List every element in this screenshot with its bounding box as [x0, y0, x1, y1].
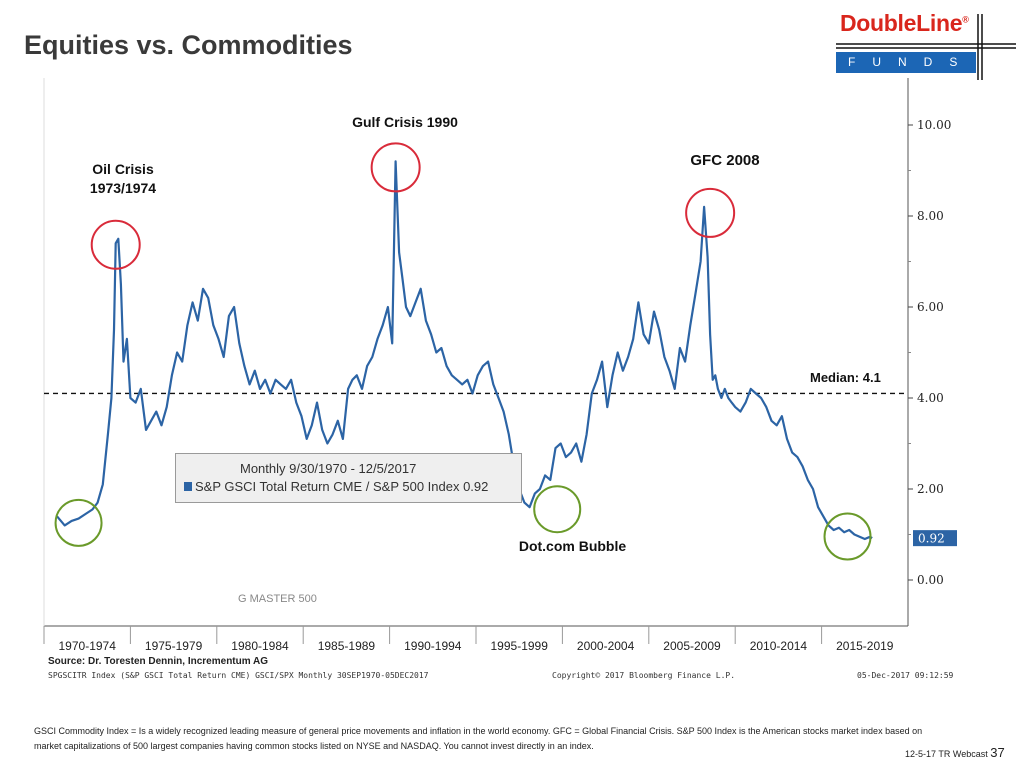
last-value-label: 0.92	[918, 532, 945, 546]
peak-highlight-circle	[370, 142, 421, 193]
gmaster-label: G MASTER 500	[238, 593, 317, 605]
x-tick-label: 2010-2014	[750, 639, 808, 653]
y-tick-label: 6.00	[917, 300, 944, 314]
x-tick-label: 1985-1989	[318, 639, 376, 653]
peak-highlight-circle	[685, 187, 736, 238]
index-meta: SPGSCITR Index (S&P GSCI Total Return CM…	[48, 671, 429, 680]
source-note: Source: Dr. Toresten Dennin, Incrementum…	[48, 656, 269, 667]
x-tick-label: 2005-2009	[663, 639, 721, 653]
y-tick-label: 0.00	[917, 573, 944, 587]
last-value-tag	[913, 530, 957, 547]
x-tick-label: 1975-1979	[145, 639, 203, 653]
x-tick-label: 1990-1994	[404, 639, 462, 653]
x-tick-label: 2015-2019	[836, 639, 894, 653]
page-title: Equities vs. Commodities	[24, 30, 353, 60]
median-label: Median: 4.1	[810, 370, 881, 385]
gulf-crisis-annotation: Gulf Crisis 1990	[352, 114, 458, 130]
trough-highlight-circle	[533, 485, 582, 534]
peak-highlight-circle	[90, 219, 141, 270]
chart-legend: Monthly 9/30/1970 - 12/5/2017 S&P GSCI T…	[175, 453, 522, 503]
logo-wordmark: DoubleLine®	[840, 10, 969, 36]
x-tick-label: 1980-1984	[231, 639, 289, 653]
series-line	[56, 160, 873, 541]
x-tick-label: 2000-2004	[577, 639, 635, 653]
timestamp: 05-Dec-2017 09:12:59	[857, 671, 954, 680]
y-tick-label: 4.00	[917, 391, 944, 405]
copyright-note: Copyright© 2017 Bloomberg Finance L.P.	[552, 671, 736, 680]
legend-period: Monthly 9/30/1970 - 12/5/2017	[240, 461, 417, 476]
x-tick-label: 1995-1999	[491, 639, 549, 653]
disclaimer: GSCI Commodity Index = Is a widely recog…	[34, 726, 923, 751]
trough-highlight-circle	[823, 512, 872, 561]
y-tick-label: 8.00	[917, 209, 944, 223]
legend-swatch	[184, 482, 192, 491]
logo-frame	[836, 14, 1016, 80]
gfc-annotation: GFC 2008	[690, 152, 760, 169]
trough-highlight-circle	[54, 498, 103, 547]
dotcom-annotation: Dot.com Bubble	[518, 538, 627, 554]
y-tick-label: 10.00	[917, 118, 951, 132]
oil-crisis-annotation: Oil Crisis 1973/1974	[89, 161, 157, 196]
logo-funds-bar: FUNDS	[836, 52, 976, 73]
legend-series: S&P GSCI Total Return CME / S&P 500 Inde…	[184, 479, 488, 494]
y-tick-label: 2.00	[917, 482, 944, 496]
slide-footer: 12-5-17 TR Webcast 37	[905, 745, 1005, 760]
x-tick-label: 1970-1974	[59, 639, 117, 653]
